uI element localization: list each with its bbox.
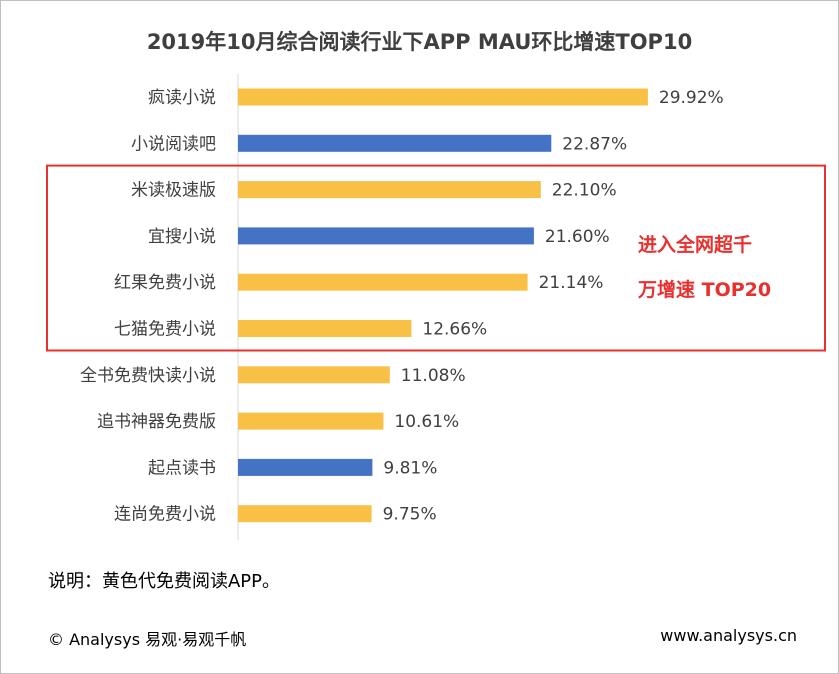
bar bbox=[238, 273, 528, 291]
highlight-annotation: 万增速 TOP20 bbox=[637, 278, 771, 301]
category-label: 红果免费小说 bbox=[114, 273, 216, 293]
category-label: 追书神器免费版 bbox=[97, 412, 216, 432]
value-label: 21.14% bbox=[539, 273, 604, 293]
category-label: 米读极速版 bbox=[131, 181, 216, 201]
value-label: 21.60% bbox=[545, 227, 610, 247]
category-label: 全书免费快读小说 bbox=[80, 366, 216, 386]
value-label: 11.08% bbox=[401, 366, 466, 386]
bar bbox=[238, 505, 372, 523]
chart-note: 说明：黄色代免费阅读APP。 bbox=[48, 571, 281, 592]
category-label: 小说阅读吧 bbox=[131, 134, 216, 154]
bar bbox=[238, 458, 373, 476]
highlight-annotation: 进入全网超千 bbox=[638, 233, 752, 256]
value-label: 12.66% bbox=[422, 320, 487, 340]
category-label: 疯读小说 bbox=[148, 88, 216, 108]
category-label: 连尚免费小说 bbox=[114, 505, 216, 525]
bar bbox=[238, 366, 390, 384]
bar bbox=[238, 134, 552, 152]
bar bbox=[238, 320, 412, 337]
highlight-box bbox=[46, 164, 826, 352]
chart-title: 2019年10月综合阅读行业下APP MAU环比增速TOP10 bbox=[146, 30, 693, 54]
bar bbox=[238, 227, 534, 245]
category-label: 起点读书 bbox=[148, 458, 216, 478]
value-label: 22.87% bbox=[562, 134, 627, 154]
footer-copyright: © Analysys 易观·易观千帆 bbox=[48, 630, 247, 649]
bar bbox=[238, 412, 384, 430]
bar bbox=[238, 181, 541, 199]
bar bbox=[238, 88, 648, 106]
value-label: 9.75% bbox=[383, 505, 437, 525]
value-label: 10.61% bbox=[394, 412, 459, 432]
footer-website: www.analysys.cn bbox=[660, 626, 797, 645]
value-label: 29.92% bbox=[659, 88, 724, 108]
category-label: 七猫免费小说 bbox=[114, 320, 216, 340]
category-label: 宜搜小说 bbox=[148, 227, 216, 247]
value-label: 22.10% bbox=[552, 181, 617, 201]
value-label: 9.81% bbox=[383, 458, 437, 478]
